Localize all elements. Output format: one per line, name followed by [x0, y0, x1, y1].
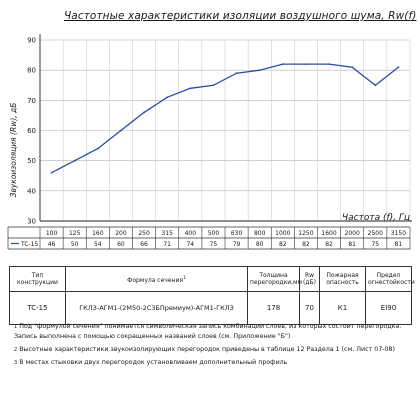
- data-value-label: 60: [117, 241, 125, 248]
- x-tick-label: 400: [185, 230, 197, 237]
- chart-grid: [39, 39, 411, 222]
- data-point: [374, 84, 377, 87]
- x-tick-label: 2500: [368, 230, 383, 237]
- y-tick-label: 80: [27, 67, 36, 75]
- y-tick-label: 90: [27, 37, 36, 45]
- footnote-1: 1 Под "формулой сечения" понимается симв…: [14, 323, 402, 340]
- x-tick-label: 315: [161, 230, 173, 237]
- x-tick-label: 2000: [345, 230, 360, 237]
- series-line-0: [51, 63, 399, 174]
- x-axis-label: Частота (f), Гц: [342, 213, 410, 223]
- header-rw: Rw (дБ): [299, 266, 320, 292]
- data-value-label: 79: [233, 241, 241, 248]
- header-thickness: Толщина перегородки,мм: [247, 266, 302, 292]
- data-value-label: 80: [256, 241, 264, 248]
- y-tick-label: 60: [27, 127, 36, 135]
- data-value-label: 71: [163, 241, 171, 248]
- x-tick-label: 125: [69, 230, 81, 237]
- header-fire-hazard: Пожарная опасность: [319, 266, 366, 292]
- cell-formula: ГКЛЗ-АГМ1-(2М50-2С3БПремиум)-АГМ1-ГКЛЗ: [65, 291, 248, 325]
- frequency-value-table: 100 125 160 200 250 315 400 500 630 800 1000 1250 16…: [7, 226, 411, 250]
- header-fire-resistance: Предел огнестойкости: [365, 266, 415, 292]
- page-title: Частотные характеристики изоляции воздуш…: [64, 10, 417, 22]
- chart-axes: 30 40 50 60 70 80 90: [27, 34, 412, 226]
- cell-fire-resistance: EI90: [365, 291, 412, 325]
- cell-type: TC-15: [9, 291, 66, 325]
- data-point: [73, 159, 76, 162]
- x-tick-label: 100: [46, 230, 58, 237]
- data-point: [120, 129, 122, 132]
- legend-label: TC-15: [20, 241, 38, 248]
- x-tick-label: 200: [115, 230, 127, 237]
- data-point: [212, 84, 215, 87]
- x-tick-label: 1000: [275, 230, 290, 237]
- data-point: [397, 66, 400, 69]
- chart-series: [50, 63, 400, 174]
- data-value-label: 82: [302, 241, 310, 248]
- x-tick-label: 250: [138, 230, 150, 237]
- data-point: [351, 66, 354, 69]
- cell-fire-hazard: К1: [319, 291, 366, 325]
- y-tick-label: 70: [27, 97, 36, 105]
- data-value-label: 75: [210, 241, 218, 248]
- footnote-2: 2 Высотные характеристики звукоизолирующ…: [14, 346, 395, 353]
- footnote-3: 3 В местах стыковки двух перегородок уст…: [14, 359, 288, 366]
- footnotes: 1 Под "формулой сечения" понимается симв…: [14, 322, 410, 371]
- data-point: [328, 63, 330, 66]
- construction-spec-table: Тип конструкции Формула сечения1 Толщина…: [9, 266, 415, 325]
- x-tick-label: 160: [92, 230, 104, 237]
- x-tick-label: 3150: [391, 230, 406, 237]
- data-point: [50, 171, 53, 174]
- data-point: [281, 63, 284, 66]
- header-formula: Формула сечения1: [65, 266, 248, 292]
- x-tick-label: 800: [254, 230, 266, 237]
- data-point: [305, 63, 307, 66]
- x-tick-label: 630: [231, 230, 243, 237]
- data-point: [166, 96, 169, 99]
- header-type: Тип конструкции: [9, 266, 66, 292]
- data-value-label: 46: [48, 241, 56, 248]
- spec-header-row: Тип конструкции Формула сечения1 Толщина…: [9, 266, 415, 292]
- x-tick-label: 1600: [321, 230, 336, 237]
- data-point: [258, 69, 261, 72]
- y-tick-label: 30: [27, 218, 36, 226]
- data-value-label: 75: [371, 241, 379, 248]
- y-tick-label: 40: [27, 187, 36, 195]
- y-tick-label: 50: [27, 157, 36, 165]
- cell-rw: 70: [299, 291, 320, 325]
- data-value-label: 82: [279, 241, 287, 248]
- data-point: [235, 72, 238, 75]
- data-point: [189, 87, 192, 90]
- data-point: [96, 147, 99, 150]
- data-value-label: 82: [325, 241, 333, 248]
- spec-data-row: TC-15 ГКЛЗ-АГМ1-(2М50-2С3БПремиум)-АГМ1-…: [9, 291, 412, 325]
- frequency-chart: 30 40 50 60 70 80 90 Звукоизоляция (Rw), дБ Ча…: [7, 34, 412, 250]
- data-value-label: 50: [71, 241, 79, 248]
- cell-thickness: 178: [247, 291, 300, 325]
- data-value-label: 81: [348, 241, 356, 248]
- y-axis-label: Звукоизоляция (Rw), дБ: [9, 103, 18, 198]
- data-value-label: 81: [395, 241, 403, 248]
- data-value-label: 66: [140, 241, 148, 248]
- data-point: [143, 111, 145, 114]
- x-tick-label: 500: [208, 230, 220, 237]
- data-value-label: 74: [186, 241, 194, 248]
- data-value-label: 54: [94, 241, 102, 248]
- x-tick-label: 1250: [298, 230, 313, 237]
